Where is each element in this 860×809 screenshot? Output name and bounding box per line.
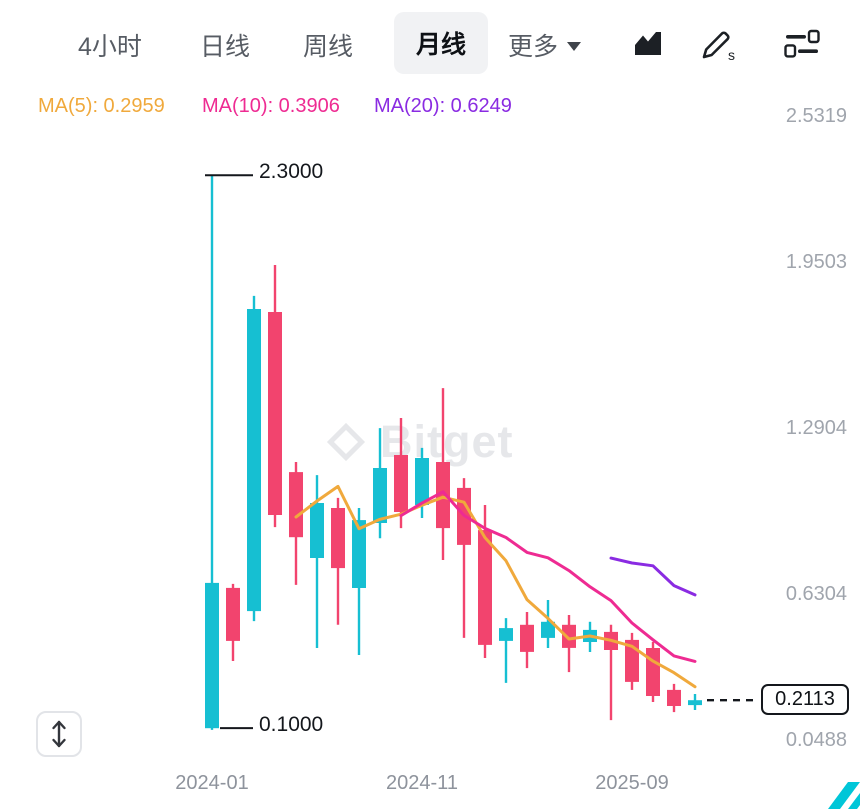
- ma10-legend: MA(10): 0.3906: [202, 95, 340, 117]
- high-price-label: 2.3000: [259, 160, 324, 184]
- bitget-corner-logo: [814, 777, 860, 809]
- tab-4hour[interactable]: 4小时: [78, 33, 142, 61]
- y-axis-label: 1.2904: [785, 416, 847, 439]
- ma20-legend: MA(20): 0.6249: [374, 95, 512, 117]
- vertical-resize-icon: [52, 720, 66, 748]
- tab-more-label: 更多: [508, 33, 559, 61]
- chevron-down-icon: [567, 42, 582, 51]
- vertical-scale-button[interactable]: [36, 711, 82, 757]
- bitget-logo-icon: [326, 422, 366, 462]
- indicator-settings-icon[interactable]: [782, 25, 822, 63]
- x-axis-label: 2024-01: [175, 772, 249, 794]
- y-axis-label: 0.6304: [785, 582, 847, 605]
- ma5-legend: MA(5): 0.2959: [38, 95, 165, 117]
- low-price-label: 0.1000: [259, 713, 324, 737]
- interval-toolbar: 4小时 日线 周线 月线 更多 s: [0, 0, 860, 88]
- chart-style-icon[interactable]: [628, 25, 668, 63]
- tab-weekly[interactable]: 周线: [303, 33, 354, 61]
- x-axis-label: 2025-09: [595, 772, 669, 794]
- tab-daily[interactable]: 日线: [200, 33, 251, 61]
- y-axis-label: 2.5319: [785, 105, 847, 127]
- y-axis-label: 1.9503: [785, 251, 847, 274]
- x-axis-label: 2024-11: [386, 772, 458, 794]
- svg-text:s: s: [728, 47, 735, 62]
- y-axis-label: 0.0488: [785, 729, 847, 751]
- last-price-badge: 0.2113: [761, 684, 849, 716]
- tab-monthly-active[interactable]: 月线: [394, 12, 489, 74]
- draw-tools-icon[interactable]: s: [698, 25, 738, 63]
- tab-more-dropdown[interactable]: 更多: [508, 27, 582, 63]
